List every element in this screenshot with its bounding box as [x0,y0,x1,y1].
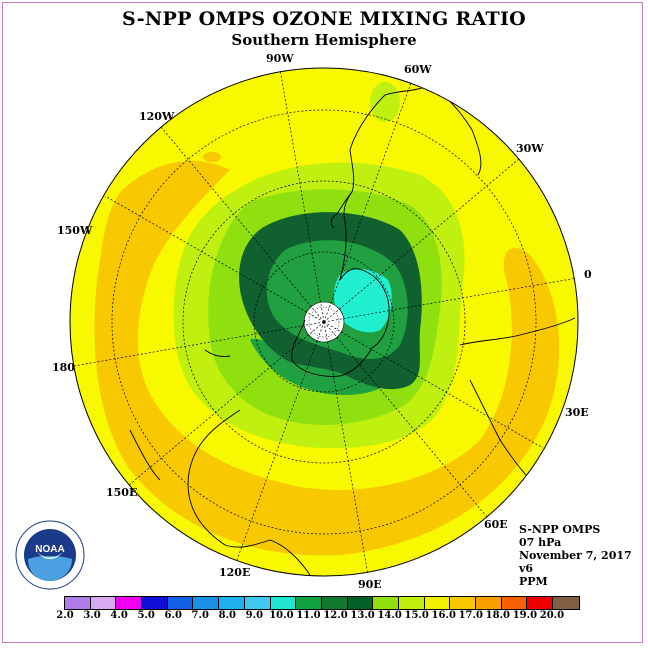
meta-date: November 7, 2017 [519,549,632,562]
colorbar-tick-label: 2.0 [56,610,74,621]
colorbar-cell [373,597,399,609]
colorbar-cell [296,597,322,609]
africa-coast [459,317,576,491]
lon-label-150w: 150W [57,224,93,237]
map-boundary [69,67,579,577]
colorbar [64,596,580,610]
noaa-logo-icon: NOAA [15,520,85,590]
map-title: S-NPP OMPS OZONE MIXING RATIO [121,8,527,30]
colorbar-cell [90,597,117,609]
latitude-circles [111,109,537,535]
colorbar-tick-label: 9.0 [245,610,264,621]
colorbar-tick-label: 8.0 [218,610,237,621]
colorbar-cell [347,597,374,609]
australia-coast [187,409,311,576]
colorbar-tick-label: 18.0 [485,610,511,621]
south-america-coast [349,84,482,193]
lon-label-90e: 90E [358,578,382,591]
colorbar-tick-label: 5.0 [137,610,155,621]
figure-frame [2,2,643,643]
lon-label-30e: 30E [565,406,589,419]
noaa-logo-text: NOAA [35,544,64,555]
colorbar-cell [476,597,502,609]
metadata-block: S-NPP OMPS 07 hPa November 7, 2017 v6 PP… [519,523,632,588]
colorbar-cell [450,597,476,609]
colorbar-cell [116,597,143,609]
colorbar-tick-label: 15.0 [404,610,429,621]
cyan-contour [334,268,392,333]
colorbar-cell [527,597,554,609]
colorbar-tick-label: 17.0 [458,610,483,621]
lon-label-60e: 60E [484,518,508,531]
colorbar-tick-label: 16.0 [431,610,456,621]
map-field [70,68,578,576]
colorbar-cell [167,597,194,609]
colorbar-cell [142,597,168,609]
map-subtitle: Southern Hemisphere [231,31,417,49]
lon-label-180: 180 [52,361,75,374]
colorbar-cell [65,597,91,609]
colorbar-tick-label: 11.0 [296,610,321,621]
colorbar-tick-label: 12.0 [323,610,348,621]
lon-label-30w: 30W [516,142,544,155]
lon-label-120w: 120W [139,110,175,123]
lon-label-60w: 60W [404,63,432,76]
lon-label-0: 0 [584,268,592,281]
colorbar-cell [424,597,451,609]
antarctica-coast [291,268,390,377]
colorbar-tick-label: 19.0 [512,610,538,621]
meta-units: PPM [519,575,548,588]
lon-label-120e: 120E [219,566,251,579]
colorbar-cell [553,597,579,609]
colorbar-tick-label: 20.0 [539,610,565,621]
colorbar-cell [321,597,348,609]
colorbar-cell [398,597,425,609]
light-green-patch [370,82,400,122]
colorbar-cell [501,597,528,609]
coastlines [129,84,576,576]
colorbar-tick-label: 14.0 [377,610,402,621]
meta-instrument: S-NPP OMPS [519,523,601,536]
colorbar-tick-label: 7.0 [191,610,209,621]
meridians [73,68,578,576]
lon-label-150e: 150E [106,486,138,499]
colorbar-tick-label: 6.0 [164,610,182,621]
meta-pressure-level: 07 hPa [519,536,562,549]
colorbar-tick-label: 4.0 [110,610,128,621]
colorbar-tick-label: 13.0 [350,610,375,621]
orange-patch [203,152,221,162]
colorbar-cell [193,597,220,609]
orange-band [94,160,560,556]
meta-version: v6 [519,562,534,575]
colorbar-tick-label: 3.0 [83,610,101,621]
colorbar-cell [219,597,245,609]
lon-label-90w: 90W [266,52,294,65]
antarctic-peninsula-coast [339,191,353,281]
colorbar-cell [244,597,271,609]
colorbar-tick-label: 10.0 [269,610,294,621]
colorbar-cell [270,597,297,609]
